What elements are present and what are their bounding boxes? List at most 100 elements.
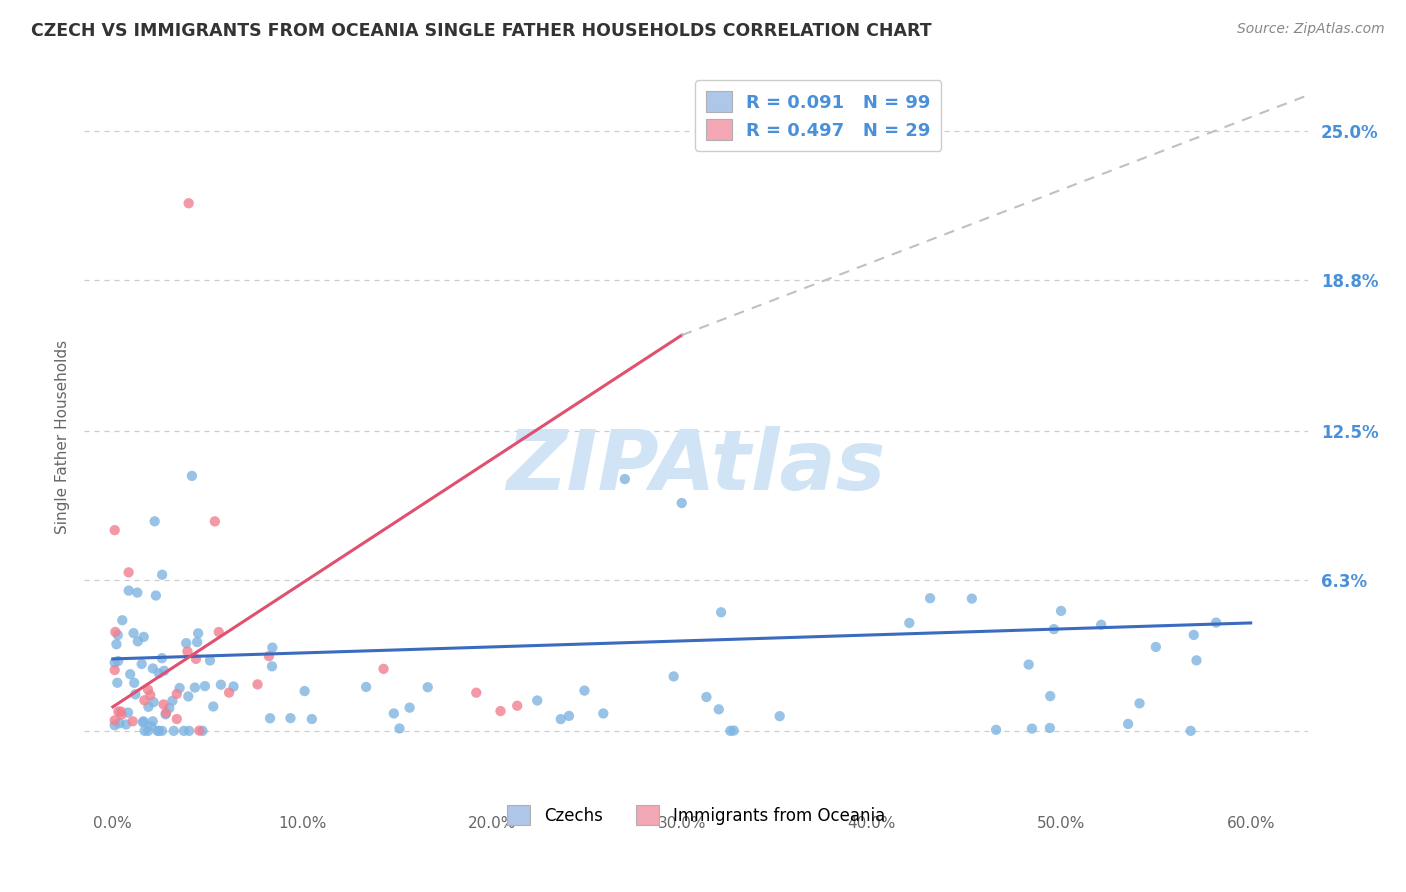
Czechs [139,719,162,733]
Czechs [122,626,145,640]
Czechs [960,591,983,606]
Immigrants from Oceania [152,698,174,712]
Immigrants from Oceania [257,649,280,664]
Czechs [1039,689,1062,703]
Czechs [1090,617,1112,632]
Czechs [388,722,411,736]
Czechs [163,723,186,738]
Czechs [662,669,685,683]
Immigrants from Oceania [218,685,240,699]
Immigrants from Oceania [110,705,132,719]
Czechs [104,718,127,732]
Immigrants from Oceania [136,682,159,697]
Czechs [526,693,548,707]
Czechs [173,723,195,738]
Czechs [558,709,581,723]
Czechs [1128,697,1150,711]
Czechs [1021,722,1043,736]
Czechs [222,680,245,694]
Immigrants from Oceania [104,624,127,639]
Czechs [127,634,149,648]
Czechs [191,723,214,738]
Czechs [132,715,155,730]
Czechs [1205,615,1227,630]
Legend: Czechs, Immigrants from Oceania: Czechs, Immigrants from Oceania [498,796,894,835]
Czechs [984,723,1007,737]
Immigrants from Oceania [176,644,198,658]
Immigrants from Oceania [506,698,529,713]
Czechs [398,700,420,714]
Czechs [1050,604,1073,618]
Czechs [174,636,197,650]
Czechs [120,667,142,681]
Czechs [104,656,127,670]
Immigrants from Oceania [246,677,269,691]
Czechs [187,626,209,640]
Czechs [118,583,141,598]
Czechs [718,723,741,738]
Czechs [150,723,173,738]
Czechs [1116,717,1139,731]
Czechs [262,640,284,655]
Czechs [550,712,572,726]
Czechs [1043,622,1066,636]
Czechs [132,630,155,644]
Immigrants from Oceania [117,566,139,580]
Czechs [354,680,377,694]
Czechs [107,654,129,668]
Czechs [115,717,138,731]
Immigrants from Oceania [139,688,162,702]
Czechs [131,657,153,671]
Text: ZIPAtlas: ZIPAtlas [506,425,886,507]
Czechs [260,659,283,673]
Czechs [209,678,232,692]
Czechs [920,591,942,606]
Czechs [142,661,165,675]
Czechs [259,711,281,725]
Czechs [382,706,405,721]
Czechs [127,585,149,599]
Czechs [153,664,176,678]
Czechs [184,681,207,695]
Czechs [695,690,717,704]
Czechs [136,723,159,738]
Czechs [108,716,131,731]
Czechs [146,723,169,738]
Czechs [148,666,170,681]
Czechs [145,589,167,603]
Czechs [157,701,180,715]
Immigrants from Oceania [166,687,188,701]
Czechs [592,706,614,721]
Czechs [898,615,921,630]
Y-axis label: Single Father Households: Single Father Households [55,340,70,534]
Czechs [186,635,208,649]
Czechs [105,637,128,651]
Czechs [1039,721,1062,735]
Immigrants from Oceania [121,714,143,729]
Immigrants from Oceania [134,693,156,707]
Czechs [134,723,156,738]
Czechs [111,613,134,627]
Czechs [280,711,302,725]
Text: CZECH VS IMMIGRANTS FROM OCEANIA SINGLE FATHER HOUSEHOLDS CORRELATION CHART: CZECH VS IMMIGRANTS FROM OCEANIA SINGLE … [31,22,932,40]
Czechs [169,681,191,695]
Czechs [613,472,636,486]
Czechs [117,706,139,720]
Czechs [769,709,792,723]
Czechs [142,695,165,709]
Immigrants from Oceania [177,196,200,211]
Czechs [105,675,128,690]
Immigrants from Oceania [110,707,132,722]
Czechs [132,714,155,729]
Immigrants from Oceania [155,706,177,720]
Czechs [574,683,596,698]
Czechs [177,723,200,738]
Czechs [122,676,145,690]
Text: Source: ZipAtlas.com: Source: ZipAtlas.com [1237,22,1385,37]
Immigrants from Oceania [184,652,207,666]
Czechs [416,680,439,694]
Czechs [1018,657,1040,672]
Czechs [707,702,730,716]
Czechs [710,605,733,619]
Czechs [198,654,221,668]
